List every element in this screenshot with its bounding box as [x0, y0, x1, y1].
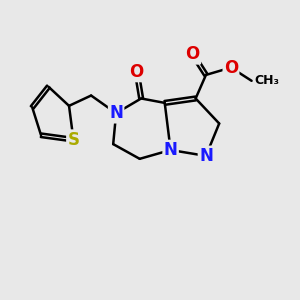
Text: S: S [68, 131, 80, 149]
Text: CH₃: CH₃ [254, 74, 280, 87]
Text: O: O [130, 63, 144, 81]
Text: O: O [224, 58, 238, 76]
Text: N: N [164, 141, 178, 159]
Text: N: N [109, 104, 123, 122]
Text: N: N [199, 147, 213, 165]
Text: O: O [186, 45, 200, 63]
